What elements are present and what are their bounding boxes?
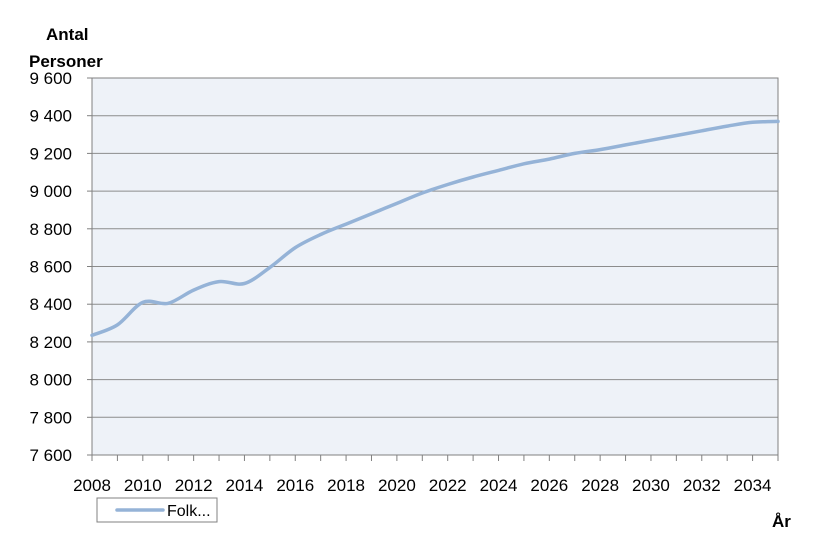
x-tick-label: 2020 [378,476,416,495]
x-tick-label: 2030 [632,476,670,495]
y-tick-label: 9 600 [29,69,72,88]
x-tick-label: 2012 [175,476,213,495]
x-tick-label: 2016 [276,476,314,495]
y-tick-label: 7 600 [29,446,72,465]
y-tick-label: 8 000 [29,371,72,390]
x-tick-label: 2028 [581,476,619,495]
x-tick-label: 2018 [327,476,365,495]
axes [91,77,779,456]
y-axis-title-line-1: Antal [46,25,89,44]
x-tick-label: 2026 [530,476,568,495]
y-tick-label: 9 200 [29,144,72,163]
y-tick-label: 8 600 [29,258,72,277]
y-axis-title-line-2: Personer [29,52,103,71]
x-tick-label: 2014 [226,476,264,495]
y-tick-label: 8 800 [29,220,72,239]
x-tick-label: 2034 [734,476,772,495]
x-axis-tick-labels: 2008 2010 2012 2014 2016 2018 2020 2022 2024 2026… [73,476,771,495]
legend-label: Folk... [167,503,211,520]
x-axis-title: År [772,512,791,531]
legend: Folk... [96,497,218,523]
y-axis-tick-labels: 7 600 7 800 8 000 8 200 8 400 8 600 8 800 9 000… [29,69,72,465]
y-tick-label: 8 400 [29,295,72,314]
y-tick-label: 9 400 [29,107,72,126]
x-tick-label: 2032 [683,476,721,495]
series-line [90,119,780,338]
plot-border [91,77,779,456]
series-lines [90,119,780,338]
y-tick-label: 7 800 [29,408,72,427]
x-tick-label: 2010 [124,476,162,495]
x-tick-label: 2022 [429,476,467,495]
x-tick-label: 2024 [480,476,518,495]
y-tick-label: 9 000 [29,182,72,201]
y-tick-label: 8 200 [29,333,72,352]
x-tick-label: 2008 [73,476,111,495]
